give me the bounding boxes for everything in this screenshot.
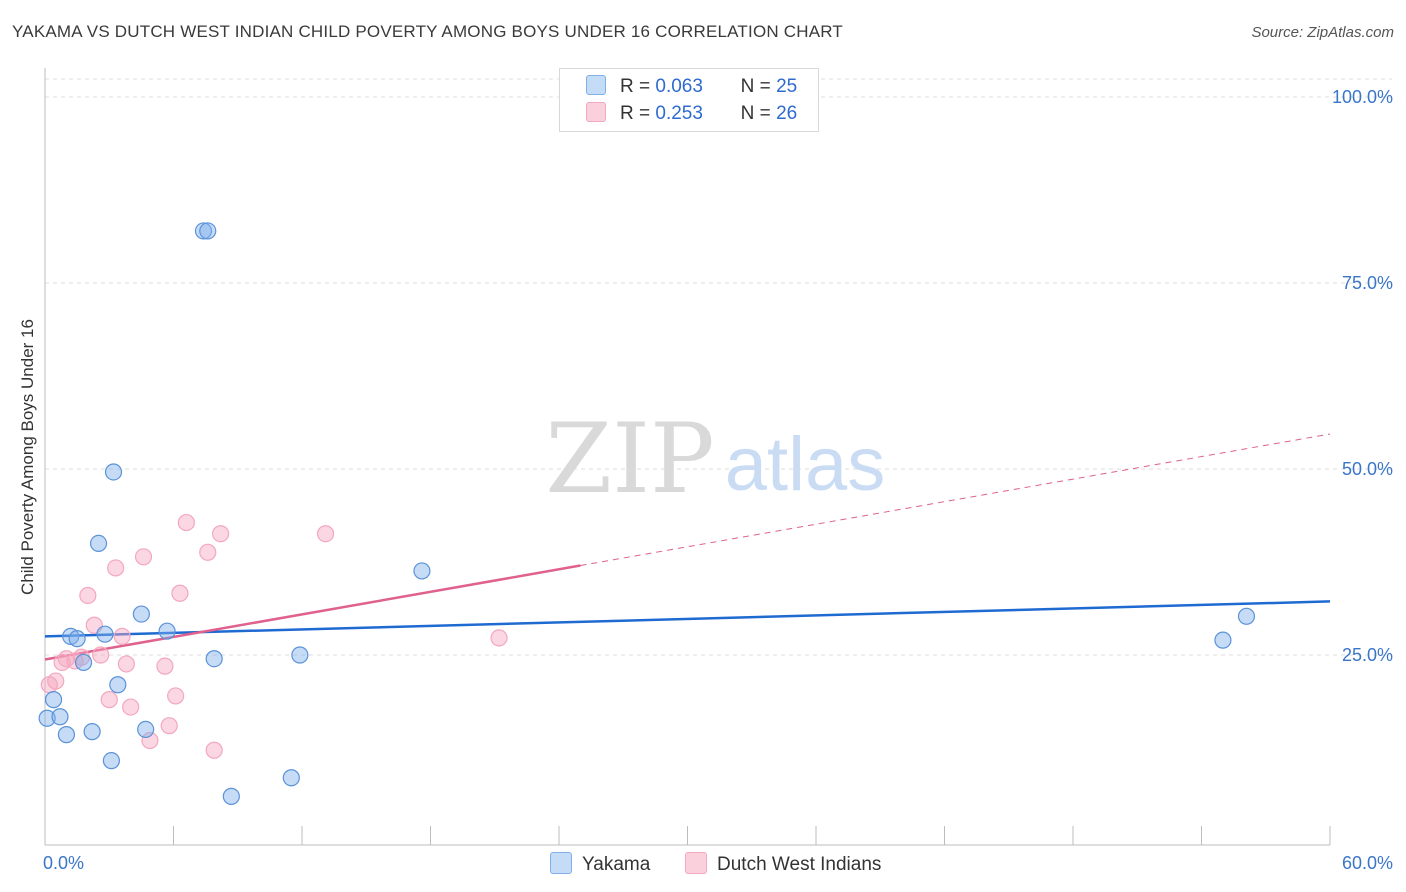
dutch-west-indians-point [490,629,508,647]
y-tick-label: 75.0% [1342,273,1393,293]
dutch-west-indians-point [199,543,217,561]
yakama-point [62,627,80,646]
tick-labels: 25.0% 50.0% 75.0% 100.0% 0.0% 60.0% [43,87,1393,873]
axes [44,68,1331,846]
x-tick-label: 60.0% [1342,853,1393,873]
yakama-point [74,653,93,672]
dutch-west-indians-point [92,646,110,664]
yakama-point [102,752,120,770]
yakama-point [158,622,176,640]
yakama-point [1214,631,1232,649]
dutch-west-indians-point [141,731,159,750]
legend-item-yakama: Yakama [550,852,650,876]
data-points [38,222,1256,805]
zipatlas-watermark: ZIP atlas [545,403,885,515]
dutch-west-indians-point [160,717,178,735]
y-axis-label: Child Poverty Among Boys Under 16 [18,319,37,595]
dutch-west-indians-point [212,525,230,543]
watermark-atlas: atlas [725,422,886,507]
yakama-legend-swatch [550,852,572,874]
trend-lines [44,433,1331,661]
legend-row-yakama: R = 0.063 N = 25 [586,75,797,99]
dutch-west-indians-point [171,584,189,602]
legend-label-yakama: Yakama [582,854,651,875]
yakama-trend-line [44,600,1331,638]
y-tick-label: 50.0% [1342,459,1393,479]
dutch-n-value: 26 [776,103,798,124]
yakama-point [104,463,123,481]
legend-row-dutch: R = 0.253 N = 26 [586,102,797,126]
dutch-trend-line [44,564,581,661]
yakama-point [57,726,76,744]
yakama-point [132,605,150,623]
x-tick-label: 0.0% [43,853,84,873]
r-label: R = [620,76,651,97]
yakama-point [282,769,300,787]
dutch-west-indians-point [100,691,118,709]
yakama-point [38,709,56,727]
yakama-n-value: 25 [776,76,798,97]
dutch-west-indians-point [47,672,65,690]
yakama-point [96,625,114,643]
yakama-point [44,691,63,709]
dutch-west-indians-point [205,741,223,759]
dutch-west-indians-point [117,655,135,673]
yakama-point [222,787,240,805]
yakama-point [413,562,431,580]
n-label: N = [740,76,771,97]
dutch-west-indians-point [107,559,125,577]
dutch-west-indians-point [113,627,131,646]
dutch-west-indians-point [134,548,153,566]
yakama-point [199,222,217,240]
chart-title: YAKAMA VS DUTCH WEST INDIAN CHILD POVERT… [12,22,844,41]
yakama-point [68,630,86,648]
yakama-point [1237,607,1256,625]
yakama-point [291,646,309,664]
yakama-point [51,708,69,726]
r-label: R = [620,103,651,124]
yakama-r-value: 0.063 [655,76,703,97]
yakama-swatch [586,75,606,95]
dutch-west-indians-point [122,698,140,716]
source-credit: Source: ZipAtlas.com [1251,24,1394,41]
dutch-trend-line-extrapolated [580,433,1331,567]
gridlines [45,78,1392,656]
legend-item-dutch-west-indians: Dutch West Indians [685,852,881,876]
dutch-swatch [586,102,606,122]
dutch-west-indians-point [316,525,335,543]
yakama-point [205,650,223,668]
n-label: N = [740,103,771,124]
dutch-west-indians-point [79,586,97,605]
y-tick-label: 25.0% [1342,645,1393,665]
yakama-point [109,676,127,694]
dutch-west-indians-point [177,513,195,532]
dutch-r-value: 0.253 [655,103,703,124]
legend-label-dutch-west-indians: Dutch West Indians [717,854,882,875]
dutch-west-indians-point [167,687,185,705]
dutch-west-indians-point [156,657,174,675]
yakama-point [137,720,155,739]
yakama-point [89,534,108,553]
dutch-legend-swatch [685,852,707,874]
watermark-zip: ZIP [545,403,714,515]
y-tick-label: 100.0% [1332,87,1393,107]
yakama-point [83,723,101,741]
correlation-legend: R = 0.063 N = 25 R = 0.253 N = 26 [559,68,819,132]
yakama-point [194,222,213,240]
